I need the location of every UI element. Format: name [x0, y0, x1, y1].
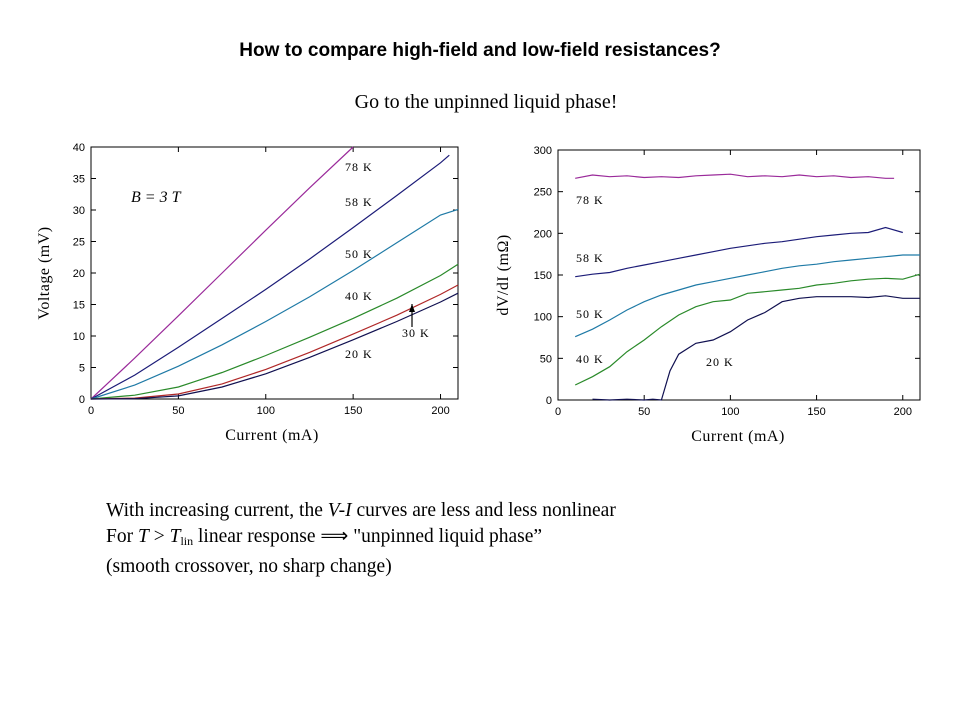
- series-line-30k: [90, 284, 459, 400]
- text-segment: curves are less and less nonlinear: [351, 500, 616, 521]
- series-line-78k: [90, 146, 354, 400]
- y-tick-label: 50: [540, 353, 552, 365]
- y-tick-label: 25: [73, 237, 85, 249]
- x-tick-label: 50: [172, 405, 184, 417]
- y-tick-label: 0: [546, 395, 552, 407]
- series-line-50k: [574, 254, 920, 338]
- body-line-2: For T > Tlin linear response ⟹ "unpinned…: [106, 524, 616, 554]
- y-tick-label: 20: [73, 268, 85, 280]
- y-tick-label: 40: [73, 142, 85, 154]
- x-tick-label: 100: [257, 405, 275, 417]
- voltage-current-chart: 0 50 100 150 200 0 5 10 15 20 25 30 35 40 78 K 58 K 50 K…: [36, 142, 459, 444]
- text-segment: With increasing current, the: [106, 500, 328, 521]
- series-label: 78 K: [345, 160, 373, 174]
- y-tick-label: 300: [534, 145, 552, 157]
- series-line-58k: [90, 154, 450, 400]
- differential-resistance-chart: 0 50 100 150 200 0 50 100 150 200 250 300 78 K 58 K 50…: [495, 145, 921, 445]
- series-line-50k: [90, 208, 459, 400]
- text-segment: "unpinned liquid phase”: [348, 526, 543, 547]
- x-tick-label: 200: [431, 405, 449, 417]
- body-line-1: With increasing current, the V-I curves …: [106, 498, 616, 524]
- series-label: 20 K: [706, 355, 734, 369]
- x-axis-title: Current (mA): [691, 428, 785, 445]
- series-label: 58 K: [345, 195, 373, 209]
- x-axis-title: Current (mA): [225, 427, 319, 444]
- series-label: 50 K: [576, 307, 604, 321]
- plot-frame: [557, 149, 921, 401]
- series-line-40k: [90, 263, 459, 400]
- y-tick-label: 150: [534, 270, 552, 282]
- series-label: 30 K: [402, 326, 430, 340]
- plot-frame: [90, 146, 459, 400]
- y-tick-label: 250: [534, 187, 552, 199]
- x-tick-label: 200: [894, 406, 912, 418]
- series-label: 20 K: [345, 347, 373, 361]
- y-tick-label: 30: [73, 205, 85, 217]
- series-label: 58 K: [576, 251, 604, 265]
- implies-arrow-icon: ⟹: [320, 526, 349, 547]
- field-annotation: B = 3 T: [131, 189, 182, 206]
- body-line-3: (smooth crossover, no sharp change): [106, 556, 392, 577]
- text-segment: linear response: [193, 526, 321, 547]
- arrow-head-icon: [409, 304, 415, 312]
- series-label: 40 K: [576, 352, 604, 366]
- y-tick-label: 10: [73, 331, 85, 343]
- series-label: 50 K: [345, 247, 373, 261]
- slide-title: How to compare high-field and low-field …: [239, 40, 721, 61]
- y-tick-label: 15: [73, 300, 85, 312]
- vi-italic: V-I: [327, 500, 352, 521]
- y-tick-label: 0: [79, 394, 85, 406]
- temperature-symbol: T: [169, 526, 181, 547]
- x-tick-label: 100: [721, 406, 739, 418]
- body-text: With increasing current, the V-I curves …: [106, 498, 616, 580]
- x-tick-label: 50: [638, 406, 650, 418]
- slide-subtitle: Go to the unpinned liquid phase!: [354, 91, 618, 113]
- y-tick-label: 200: [534, 228, 552, 240]
- series-line-20k: [592, 295, 920, 401]
- x-tick-label: 0: [88, 405, 94, 417]
- y-tick-label: 100: [534, 312, 552, 324]
- temperature-symbol: T: [137, 526, 149, 547]
- text-segment: >: [148, 526, 170, 547]
- text-segment: For: [106, 526, 138, 547]
- y-axis-title: Voltage (mV): [36, 226, 53, 319]
- x-tick-label: 150: [344, 405, 362, 417]
- series-label: 78 K: [576, 193, 604, 207]
- subscript-lin: lin: [180, 534, 194, 548]
- series-line-40k: [574, 273, 921, 386]
- y-tick-label: 5: [79, 363, 85, 375]
- y-tick-label: 35: [73, 174, 85, 186]
- series-line-78k: [575, 173, 895, 179]
- series-label: 40 K: [345, 289, 373, 303]
- series-line-58k: [575, 226, 903, 278]
- series-line-20k: [90, 292, 459, 400]
- x-tick-label: 150: [807, 406, 825, 418]
- x-tick-label: 0: [555, 406, 561, 418]
- y-axis-title: dV/dI (mΩ): [495, 234, 512, 315]
